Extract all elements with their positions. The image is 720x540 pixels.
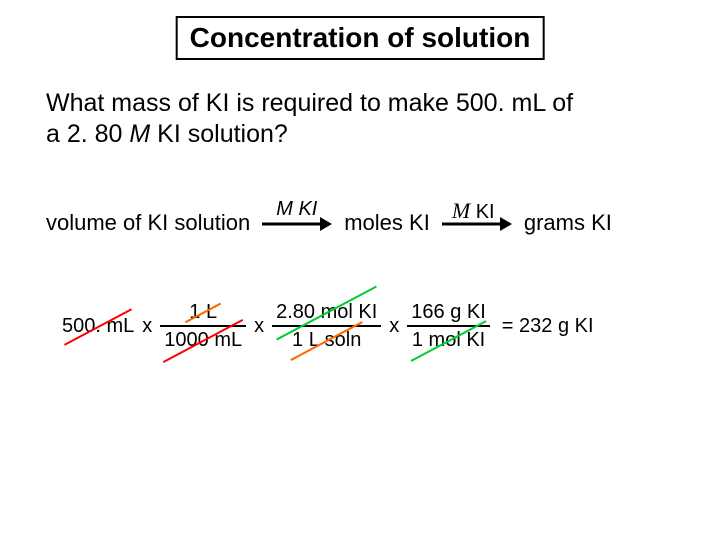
frac3-num: 166 g KI [407,300,490,324]
frac2-den: 1 L soln [288,328,365,352]
slide-title: Concentration of solution [176,16,545,60]
frac2-num: 2.80 mol KI [272,300,381,324]
frac3-den: 1 mol KI [408,328,489,352]
arrow2-label-rest: KI [470,201,494,223]
flow-step-volume: volume of KI solution [46,210,250,236]
question-line1-a: What mass of KI is required to make 500.… [46,89,532,117]
arrow1-label-M: M [276,198,293,220]
frac1-num: 1 L [185,300,221,324]
question-text: What mass of KI is required to make 500.… [46,88,680,151]
arrow-2: M KI [442,218,512,230]
conversion-flow: volume of KI solution M KI moles KI M KI… [46,210,690,236]
frac1-den: 1000 mL [160,328,246,352]
calc-result: = 232 g KI [502,315,594,338]
question-line2-b: KI solution? [150,120,288,148]
question-line1-b: L of [532,89,573,117]
arrow2-label-M: M [452,198,470,223]
frac-L-per-mL: 1 L 1000 mL [160,300,246,352]
frac-g-per-mol: 166 g KI 1 mol KI [407,300,490,352]
question-line2-a: a 2. 80 [46,120,129,148]
question-M: M [129,120,150,148]
frac2-bar [272,325,381,327]
term-500mL: 500. mL [62,315,134,338]
arrow1-label-rest: KI [293,198,317,220]
times-3: x [387,315,401,338]
times-1: x [140,315,154,338]
times-2: x [252,315,266,338]
flow-step-moles: moles KI [344,210,430,236]
flow-step-grams: grams KI [524,210,612,236]
frac-mol-per-L: 2.80 mol KI 1 L soln [272,300,381,352]
calculation-row: 500. mL x 1 L 1000 mL x 2.80 mol KI 1 L [62,300,594,352]
arrow-1: M KI [262,218,332,230]
